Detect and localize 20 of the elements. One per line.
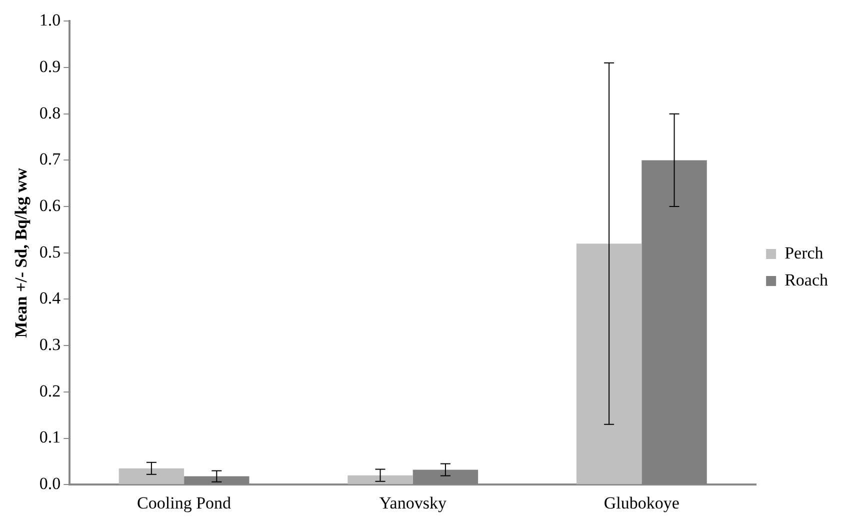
y-tick-label: 0.4 <box>39 288 62 308</box>
y-tick-label: 0.1 <box>39 428 61 447</box>
bar <box>118 468 184 484</box>
y-tick-label: 0.5 <box>39 242 61 262</box>
x-tick-label: Cooling Pond <box>137 493 232 512</box>
y-tick-label: 0.0 <box>39 474 61 494</box>
y-axis-title: Mean +/- Sd, Bq/kg ww <box>12 167 31 338</box>
legend-label: Perch <box>784 243 824 262</box>
y-tick-label: 0.8 <box>39 103 61 122</box>
y-tick-label: 0.2 <box>39 381 61 400</box>
y-tick-label: 0.7 <box>39 150 62 169</box>
bar <box>348 475 413 484</box>
y-tick-label: 0.6 <box>39 196 61 216</box>
y-tick-label: 0.3 <box>39 335 61 354</box>
y-tick-label: 1.0 <box>39 10 61 30</box>
bar <box>576 244 642 484</box>
x-tick-label: Glubokoye <box>604 493 680 512</box>
y-tick-label: 0.9 <box>39 57 61 76</box>
x-tick-label: Yanovsky <box>379 493 447 512</box>
legend-label: Roach <box>784 270 828 290</box>
